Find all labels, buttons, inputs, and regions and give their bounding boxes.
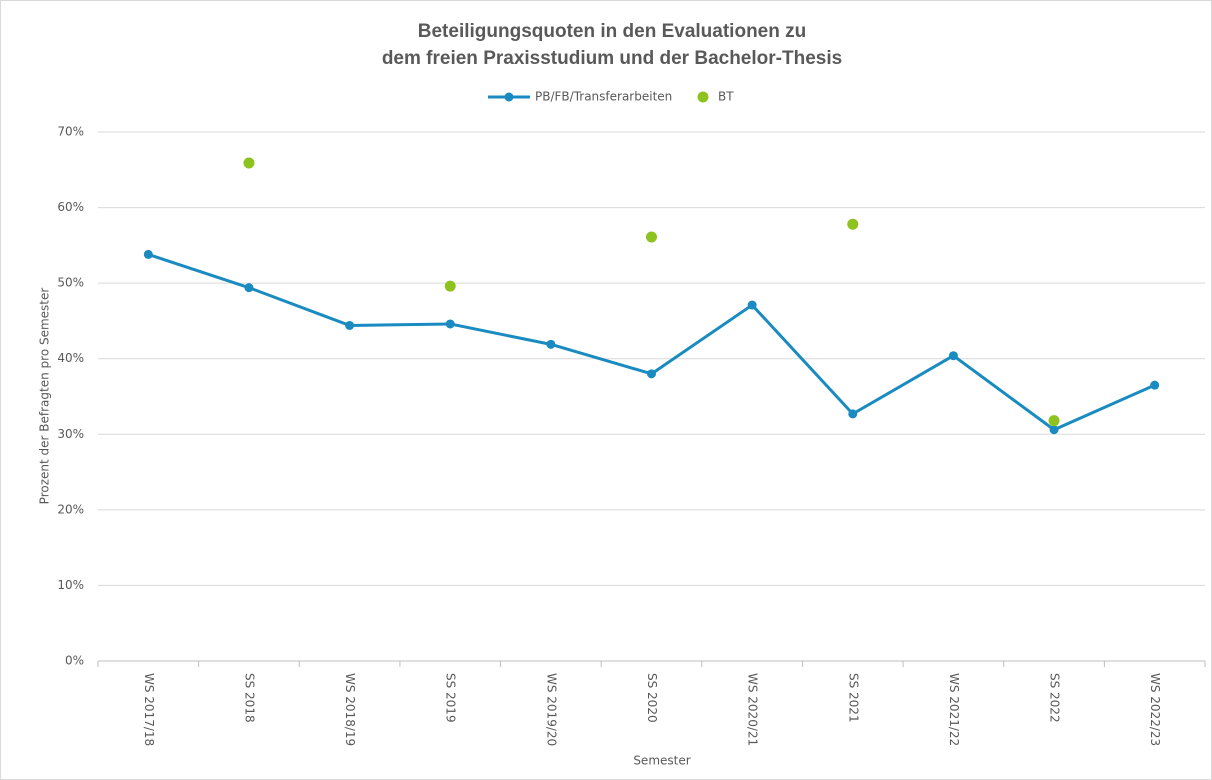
y-tick-label: 10% xyxy=(57,578,84,592)
x-tick-label: WS 2018/19 xyxy=(343,673,357,746)
x-tick-label: WS 2020/21 xyxy=(746,673,760,746)
data-point xyxy=(546,339,556,349)
x-axis-label: Semester xyxy=(633,754,690,768)
data-point xyxy=(345,320,355,330)
y-axis-label: Prozent der Befragten pro Semester xyxy=(38,288,52,505)
chart-title: dem freien Praxisstudium und der Bachelo… xyxy=(382,48,842,69)
chart-title: Beteiligungsquoten in den Evaluationen z… xyxy=(418,21,806,42)
x-tick-label: SS 2019 xyxy=(444,673,458,723)
data-point xyxy=(1049,425,1059,435)
data-point xyxy=(143,249,153,259)
y-tick-label: 60% xyxy=(57,200,84,214)
x-tick-label: WS 2019/20 xyxy=(544,673,558,746)
x-tick-label: SS 2018 xyxy=(242,673,256,723)
data-point xyxy=(445,319,455,329)
x-tick-label: SS 2020 xyxy=(645,673,659,723)
y-tick-label: 0% xyxy=(65,654,84,668)
data-point xyxy=(244,283,254,293)
x-tick-label: WS 2017/18 xyxy=(142,673,156,746)
y-tick-label: 40% xyxy=(57,351,84,365)
legend-label: BT xyxy=(718,90,734,104)
data-point xyxy=(1048,415,1060,427)
x-tick-label: WS 2022/23 xyxy=(1148,673,1162,746)
y-tick-label: 70% xyxy=(57,125,84,139)
data-point xyxy=(848,409,858,419)
legend-swatch xyxy=(697,91,709,103)
y-tick-label: 20% xyxy=(57,502,84,516)
x-tick-label: SS 2021 xyxy=(846,673,860,723)
data-point xyxy=(243,157,255,169)
x-tick-label: SS 2022 xyxy=(1048,673,1062,723)
data-point xyxy=(647,369,656,379)
y-tick-label: 30% xyxy=(57,427,84,441)
data-point xyxy=(948,351,958,361)
data-point xyxy=(444,280,456,292)
legend-swatch xyxy=(504,92,514,102)
data-point xyxy=(747,300,757,310)
x-tick-label: WS 2021/22 xyxy=(947,673,961,746)
data-point xyxy=(646,231,657,243)
legend-label: PB/FB/Transferarbeiten xyxy=(535,90,672,104)
data-point xyxy=(847,218,859,230)
data-point xyxy=(1150,380,1160,390)
y-tick-label: 50% xyxy=(57,276,84,290)
